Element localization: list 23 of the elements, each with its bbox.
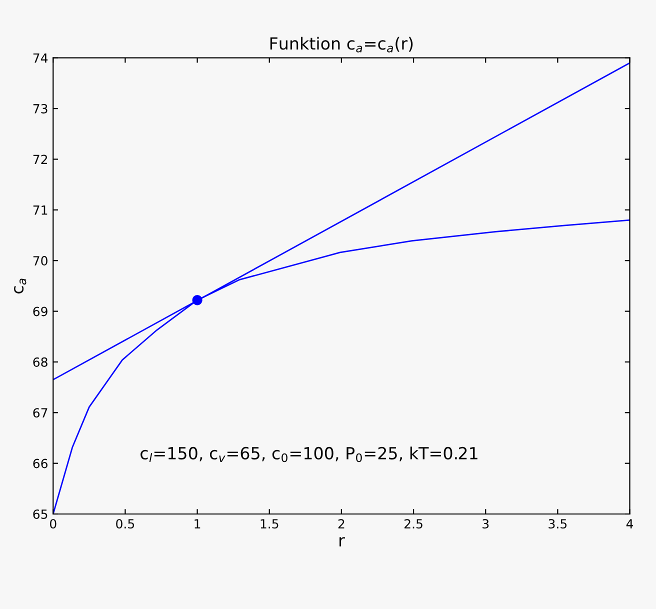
y-tick-label: 71	[33, 206, 48, 215]
x-tick-label: 3	[482, 519, 489, 529]
x-tick-label: 0	[50, 519, 56, 529]
y-tick-label: 74	[33, 53, 48, 63]
x-tick-label: 3.5	[548, 519, 567, 529]
x-tick-label: 1.5	[260, 519, 278, 529]
y-axis-title: c$_{a}$	[14, 278, 26, 294]
y-tick-label: 72	[33, 154, 48, 164]
y-tick-label: 68	[33, 357, 48, 367]
y-tick-label: 65	[33, 509, 48, 519]
text: c$_{l}$=150, c$_{v}$=65, c$_{0}$=100, P$_{0}$=25, kT=0.21	[140, 446, 478, 462]
x-tick-label: 4	[626, 519, 634, 528]
y-tick-label: 70	[33, 256, 48, 266]
y-tick-label: 67	[33, 408, 48, 418]
x-axis-title: r	[340, 537, 345, 546]
y-tick-label: 73	[33, 104, 48, 114]
x-tick-label: 2.5	[404, 519, 422, 529]
y-tick-label: 69	[33, 306, 48, 316]
chart-title: Funktion c$_{a}$=c$_{a}$(r)	[270, 36, 413, 52]
x-tick-label: 2	[338, 519, 344, 528]
y-tick-label: 66	[33, 458, 48, 468]
x-tick-label: 0.5	[116, 519, 134, 529]
x-tick-label: 1	[194, 519, 200, 528]
